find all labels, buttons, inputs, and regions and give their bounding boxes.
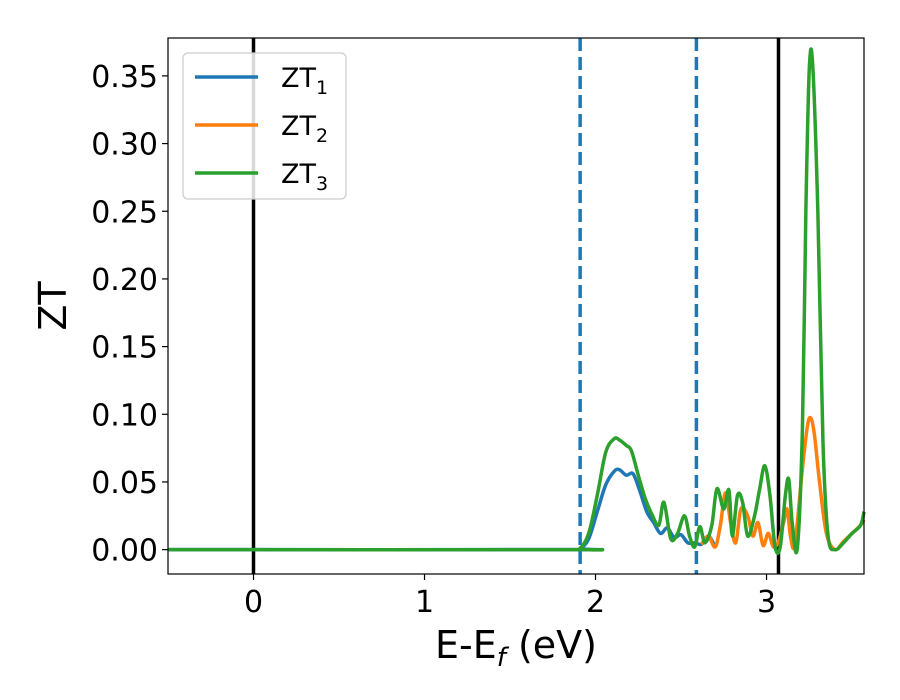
- legend-box: [182, 52, 347, 200]
- y-tick-label: 0.05: [91, 466, 158, 501]
- legend: ZT1 ZT2 ZT3: [182, 52, 347, 200]
- legend-label-2: ZT2: [281, 111, 328, 147]
- x-axis-label: E-Ef (eV): [435, 623, 597, 673]
- x-tick-label: 2: [586, 585, 605, 620]
- y-tick-label: 0.30: [91, 128, 158, 163]
- y-tick-label: 0.25: [91, 195, 158, 230]
- y-tick-label: 0.10: [91, 398, 158, 433]
- x-tick-label: 1: [415, 585, 434, 620]
- plot-frame: [167, 37, 865, 575]
- x-tick-label: 3: [757, 585, 776, 620]
- y-tick-label: 0.35: [91, 60, 158, 95]
- y-axis-label: ZT: [31, 281, 75, 331]
- series-lines: [167, 47, 866, 556]
- x-tick-label: 0: [244, 585, 263, 620]
- x-axis-label-unit: (eV): [506, 623, 597, 667]
- x-axis-label-main: E-E: [435, 623, 497, 667]
- series-line-3: [167, 47, 866, 556]
- legend-label-3: ZT3: [281, 159, 328, 195]
- legend-label-1: ZT1: [281, 63, 328, 99]
- axis-ticks: 0 1 2 3 0.00 0.05 0.10 0.15 0.20 0.25 0.30 0.35: [91, 60, 776, 620]
- y-tick-label: 0.15: [91, 331, 158, 366]
- y-tick-label: 0.20: [91, 263, 158, 298]
- series-line-1: [167, 467, 717, 552]
- y-tick-label: 0.00: [91, 534, 158, 569]
